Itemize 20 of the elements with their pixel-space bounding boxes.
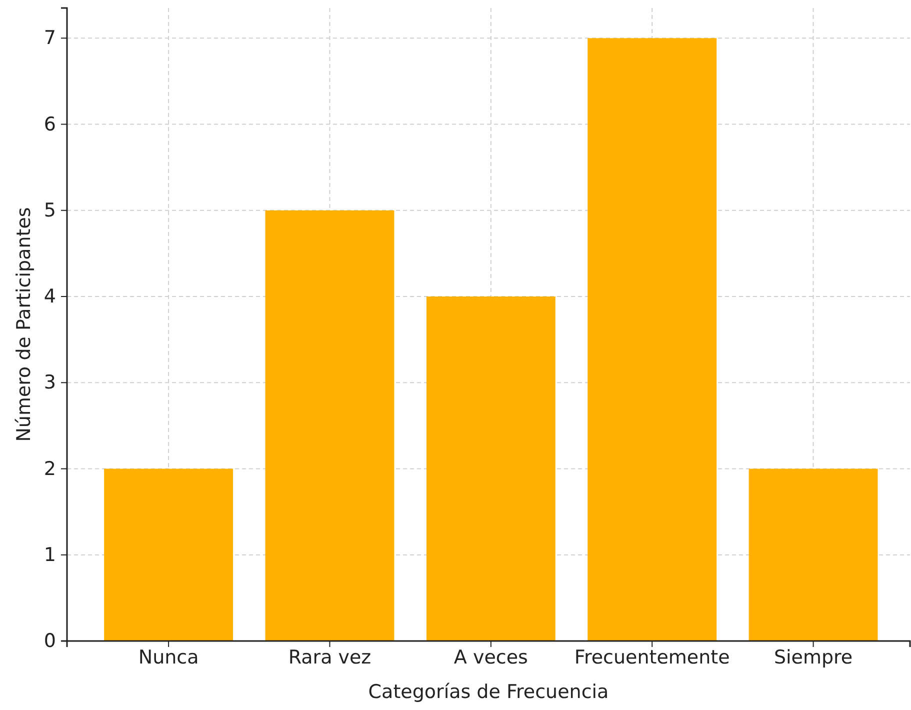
bar	[104, 468, 234, 641]
y-tick-label: 4	[44, 286, 56, 308]
x-tick-label: Frecuentemente	[574, 646, 730, 668]
bar	[426, 296, 556, 641]
y-tick-label: 7	[44, 27, 56, 50]
y-tick-label: 1	[44, 544, 56, 566]
x-tick-label: A veces	[454, 646, 528, 668]
y-tick-label: 0	[44, 630, 56, 652]
y-tick-label: 5	[44, 199, 56, 222]
y-tick-label: 2	[44, 458, 56, 480]
y-tick-label: 3	[44, 372, 56, 394]
bar	[748, 468, 878, 641]
bar	[265, 210, 394, 641]
x-axis-title: Categorías de Frecuencia	[368, 681, 609, 703]
x-tick-label: Siempre	[774, 646, 853, 668]
bar	[588, 38, 717, 641]
x-tick-label: Rara vez	[288, 646, 372, 668]
y-tick-label: 6	[44, 113, 56, 136]
y-axis-title: Número de Participantes	[13, 207, 35, 442]
x-tick-label: Nunca	[138, 646, 199, 668]
